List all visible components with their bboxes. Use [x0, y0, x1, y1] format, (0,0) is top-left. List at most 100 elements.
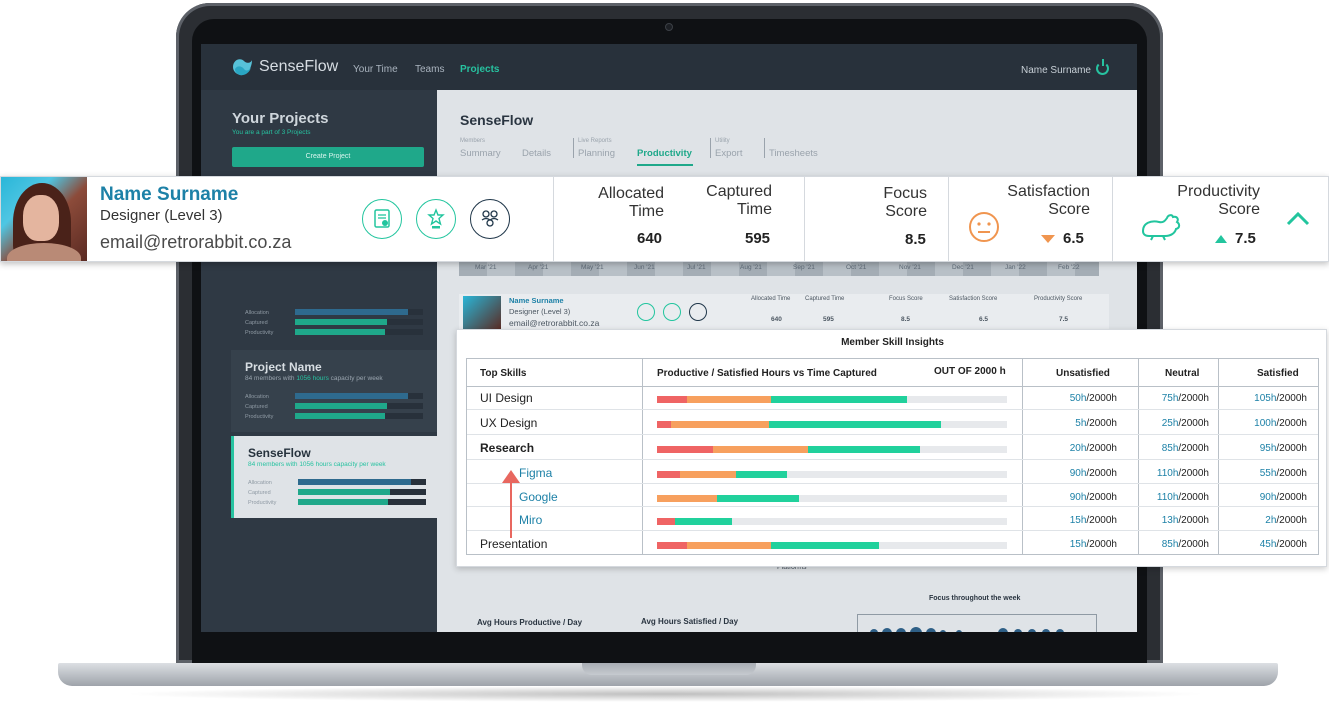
tab-summary[interactable]: Summary: [460, 148, 501, 159]
mini-productivity-value: 7.5: [1059, 316, 1069, 323]
hours-satisfied-cell: 105h/2000h: [1254, 393, 1307, 404]
team-badge-icon[interactable]: [470, 199, 510, 239]
member-skill-insights-panel: Member Skill Insights Top Skills Product…: [456, 329, 1327, 567]
allocation-bar: [298, 479, 426, 485]
hours-satisfied-cell: 90h/2000h: [1259, 492, 1307, 503]
satisfaction-label: Satisfaction Score: [1007, 183, 1090, 218]
create-project-button[interactable]: Create Project: [232, 147, 424, 167]
certificate-badge-icon[interactable]: [362, 199, 402, 239]
satisfied-segment: [716, 495, 799, 502]
nav-teams[interactable]: Teams: [415, 64, 445, 75]
trend-up-icon: [1215, 235, 1227, 244]
productivity-bar: [295, 413, 423, 419]
hours-satisfied-cell: 100h/2000h: [1254, 418, 1307, 429]
tab-group-label: Members: [460, 138, 486, 144]
hours-unsatisfied-cell: 15h/2000h: [1069, 515, 1117, 526]
project-card-selected[interactable]: SenseFlow 84 members with 1056 hours cap…: [231, 436, 437, 518]
allocation-bar: [295, 309, 423, 315]
timeline-month-label: Sep '21: [793, 264, 815, 271]
skill-name[interactable]: Presentation: [480, 537, 548, 551]
hours-satisfied-cell: 2h/2000h: [1265, 515, 1307, 526]
hours-unsatisfied-cell: 15h/2000h: [1069, 539, 1117, 550]
tab-details[interactable]: Details: [522, 148, 552, 159]
mini-satisfaction-value: 6.5: [979, 316, 989, 323]
row-label: Captured: [245, 320, 268, 326]
power-icon[interactable]: [1096, 59, 1109, 75]
tab-export[interactable]: Export: [715, 148, 743, 159]
trophy-badge-icon: [663, 303, 681, 321]
project-card[interactable]: Project Name 84 members with 1056 hours …: [231, 350, 437, 432]
captured-label: Captured Time: [706, 183, 772, 218]
hours-satisfied-cell: 45h/2000h: [1259, 539, 1307, 550]
hours-unsatisfied-cell: 20h/2000h: [1069, 443, 1117, 454]
hours-unsatisfied-cell: 50h/2000h: [1069, 393, 1117, 404]
tab-planning[interactable]: Planning: [578, 148, 615, 159]
laptop-notch: [582, 663, 756, 675]
skill-name[interactable]: UX Design: [480, 416, 538, 430]
skills-table: Top Skills Productive / Satisfied Hours …: [466, 358, 1319, 555]
mini-captured-label: Captured Time: [805, 296, 845, 302]
timeline-month-label: Apr '21: [528, 264, 549, 271]
skill-hours-bar: [657, 471, 1007, 478]
member-avatar: [1, 177, 87, 261]
trophy-badge-icon[interactable]: [416, 199, 456, 239]
sidebar-subtitle: You are a part of 3 Projects: [232, 129, 311, 136]
focus-week-label: Focus throughout the week: [929, 595, 1021, 602]
team-badge-icon: [689, 303, 707, 321]
skill-name[interactable]: Research: [480, 441, 535, 455]
productivity-label: Productivity Score: [1177, 183, 1260, 218]
productivity-value: 7.5: [1215, 230, 1256, 247]
skill-name[interactable]: Figma: [519, 466, 553, 480]
timeline-month-label: Oct '21: [846, 264, 867, 271]
chevron-up-icon[interactable]: [1285, 211, 1311, 227]
member-avatar: [463, 296, 501, 330]
camera-icon: [665, 23, 673, 31]
neutral-segment: [686, 396, 771, 403]
timeline-month-label: Jan '22: [1005, 264, 1026, 271]
neutral-segment: [679, 471, 736, 478]
satisfied-segment: [674, 518, 733, 525]
skill-name[interactable]: Miro: [519, 513, 543, 527]
member-email[interactable]: email@retrorabbit.co.za: [100, 232, 292, 252]
skill-name[interactable]: Google: [519, 490, 558, 504]
unsatisfied-segment: [657, 518, 675, 525]
hours-neutral-cell: 85h/2000h: [1161, 443, 1209, 454]
hours-neutral-cell: 85h/2000h: [1161, 539, 1209, 550]
certificate-badge-icon: [637, 303, 655, 321]
panel-title: Member Skill Insights: [841, 337, 944, 348]
timeline-month-label: Mar '21: [475, 264, 497, 271]
member-name[interactable]: Name Surname: [100, 184, 239, 205]
app-logo[interactable]: SenseFlow: [231, 57, 338, 77]
senseflow-logo-icon: [233, 59, 252, 76]
nav-your-time[interactable]: Your Time: [353, 64, 398, 75]
sidebar-title: Your Projects: [232, 110, 329, 127]
hours-satisfied-cell: 55h/2000h: [1259, 468, 1307, 479]
row-label: Captured: [248, 490, 271, 496]
timeline-month-label: May '21: [581, 264, 604, 271]
skill-hours-bar: [657, 518, 1007, 525]
skill-hours-bar: [657, 396, 1007, 403]
timeline-month-label: Aug '21: [740, 264, 762, 271]
header-bars: Productive / Satisfied Hours vs Time Cap…: [657, 368, 877, 379]
tab-timesheets[interactable]: Timesheets: [769, 148, 818, 159]
row-label: Allocation: [248, 480, 272, 486]
page-title: SenseFlow: [460, 112, 534, 128]
project-card-hidden[interactable]: Allocation Captured Productivity: [231, 262, 437, 348]
month-timeline[interactable]: [459, 262, 1099, 276]
hours-unsatisfied-cell: 90h/2000h: [1069, 468, 1117, 479]
hours-unsatisfied-cell: 90h/2000h: [1069, 492, 1117, 503]
tab-group-label: Utility: [715, 138, 730, 144]
captured-bar: [298, 489, 426, 495]
satisfaction-value: 6.5: [1041, 230, 1084, 247]
hours-neutral-cell: 13h/2000h: [1161, 515, 1209, 526]
unsatisfied-segment: [657, 421, 671, 428]
top-user-name[interactable]: Name Surname: [1020, 65, 1091, 76]
skill-name[interactable]: UI Design: [480, 391, 533, 405]
neutral-segment: [686, 542, 771, 549]
member-row[interactable]: Name Surname Designer (Level 3) email@re…: [459, 294, 1109, 330]
header-top-skills: Top Skills: [480, 368, 527, 379]
row-label: Captured: [245, 404, 268, 410]
captured-bar: [295, 319, 423, 325]
nav-projects[interactable]: Projects: [460, 64, 500, 75]
tab-productivity[interactable]: Productivity: [637, 148, 692, 159]
